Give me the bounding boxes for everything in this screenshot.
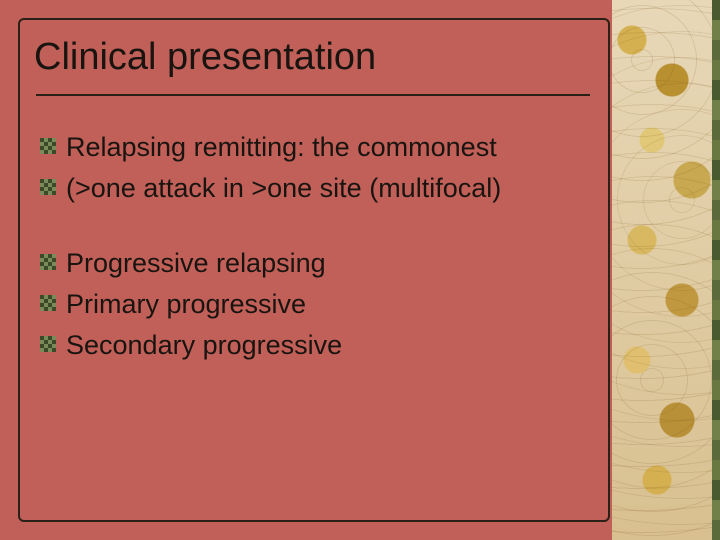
- list-item: Relapsing remitting: the commonest: [40, 130, 590, 165]
- list-item: Progressive relapsing: [40, 246, 590, 281]
- list-item: Primary progressive: [40, 287, 590, 322]
- item-text: Secondary progressive: [66, 328, 342, 363]
- slide-content: Relapsing remitting: the commonest (>one…: [40, 130, 590, 403]
- bullet-icon: [40, 254, 56, 270]
- item-text: (>one attack in >one site (multifocal): [66, 171, 501, 206]
- list-item: Secondary progressive: [40, 328, 590, 363]
- list-item: (>one attack in >one site (multifocal): [40, 171, 590, 206]
- bullet-icon: [40, 336, 56, 352]
- slide: Clinical presentation Relapsing remittin…: [0, 0, 720, 540]
- bullet-group: Progressive relapsing Primary progressiv…: [40, 246, 590, 363]
- slide-title: Clinical presentation: [34, 36, 376, 79]
- bullet-icon: [40, 179, 56, 195]
- decorative-right-strip: [612, 0, 720, 540]
- item-text: Primary progressive: [66, 287, 306, 322]
- bullet-icon: [40, 138, 56, 154]
- title-divider: [36, 94, 590, 96]
- bullet-icon: [40, 295, 56, 311]
- bullet-group: Relapsing remitting: the commonest (>one…: [40, 130, 590, 206]
- item-text: Progressive relapsing: [66, 246, 326, 281]
- item-text: Relapsing remitting: the commonest: [66, 130, 497, 165]
